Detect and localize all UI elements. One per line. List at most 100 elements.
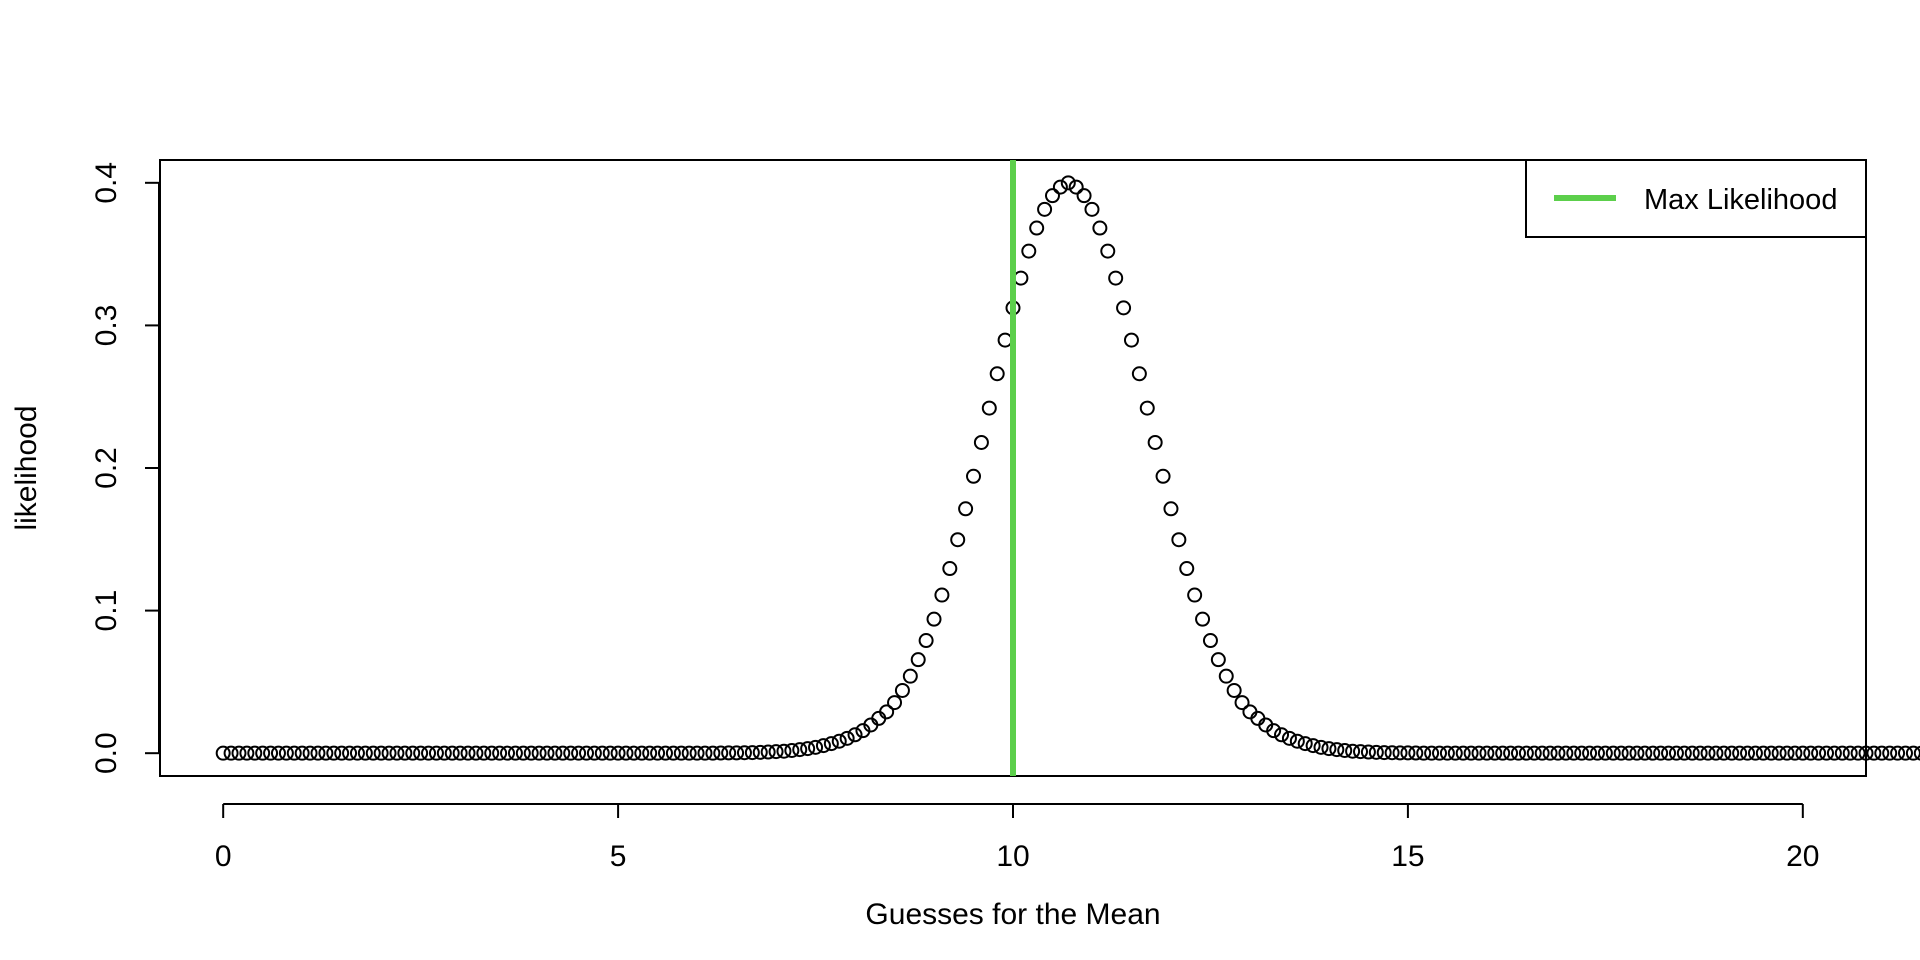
data-point	[1234, 695, 1250, 711]
data-point	[847, 727, 863, 743]
legend: Max Likelihood	[1525, 159, 1867, 238]
data-point	[318, 745, 334, 761]
data-point	[1108, 270, 1124, 286]
data-point	[610, 745, 626, 761]
data-point	[1747, 745, 1763, 761]
data-point	[634, 745, 650, 761]
data-point	[1202, 633, 1218, 649]
data-point	[1131, 366, 1147, 382]
data-point	[1463, 745, 1479, 761]
data-point	[357, 745, 373, 761]
data-point	[1637, 745, 1653, 761]
data-point	[1629, 745, 1645, 761]
x-tick-label: 10	[996, 840, 1029, 873]
data-point	[776, 743, 792, 759]
data-points	[215, 175, 1920, 761]
data-point	[1866, 745, 1882, 761]
data-point	[1897, 745, 1913, 761]
data-point	[1882, 745, 1898, 761]
data-point	[966, 468, 982, 484]
data-point	[831, 733, 847, 749]
data-point	[823, 736, 839, 752]
data-point	[752, 744, 768, 760]
data-point	[1684, 745, 1700, 761]
data-point	[326, 745, 342, 761]
data-point	[278, 745, 294, 761]
y-tick-label: 0.0	[90, 732, 123, 774]
data-point	[1740, 745, 1756, 761]
data-point	[500, 745, 516, 761]
data-point	[1787, 745, 1803, 761]
data-point	[950, 532, 966, 548]
data-point	[389, 745, 405, 761]
y-axis-label: likelihood	[10, 405, 43, 530]
x-axis: 0 5 10 15 20	[215, 803, 1820, 873]
data-point	[697, 745, 713, 761]
data-point	[642, 745, 658, 761]
data-point	[1297, 736, 1313, 752]
data-point	[294, 745, 310, 761]
data-point	[689, 745, 705, 761]
data-point	[1763, 745, 1779, 761]
data-point	[547, 745, 563, 761]
data-point	[729, 745, 745, 761]
data-point	[1187, 587, 1203, 603]
data-point	[1100, 243, 1116, 259]
data-point	[563, 745, 579, 761]
data-point	[650, 745, 666, 761]
data-point	[1779, 745, 1795, 761]
x-tick-label: 20	[1786, 840, 1819, 873]
data-point	[1068, 179, 1084, 195]
data-point	[958, 501, 974, 517]
data-point	[373, 745, 389, 761]
data-point	[1353, 744, 1369, 760]
y-tick-label: 0.4	[90, 162, 123, 204]
data-point	[1716, 745, 1732, 761]
data-point	[571, 745, 587, 761]
data-point	[1313, 739, 1329, 755]
data-point	[1661, 745, 1677, 761]
data-point	[1345, 743, 1361, 759]
data-point	[263, 745, 279, 761]
data-point	[1163, 501, 1179, 517]
data-point	[1574, 745, 1590, 761]
data-point	[1084, 201, 1100, 217]
data-point	[1155, 468, 1171, 484]
data-point	[1139, 400, 1155, 416]
data-point	[460, 745, 476, 761]
data-point	[1171, 532, 1187, 548]
data-point	[1803, 745, 1819, 761]
y-tick-label: 0.1	[90, 590, 123, 632]
data-point	[808, 739, 824, 755]
data-point	[539, 745, 555, 761]
data-point	[665, 745, 681, 761]
data-point	[1534, 745, 1550, 761]
data-point	[507, 745, 523, 761]
data-point	[1123, 332, 1139, 348]
x-tick-label: 5	[610, 840, 627, 873]
data-point	[1368, 744, 1384, 760]
data-point	[681, 745, 697, 761]
data-point	[1195, 611, 1211, 627]
data-point	[334, 745, 350, 761]
data-point	[879, 704, 895, 720]
data-point	[1432, 745, 1447, 761]
data-point	[784, 742, 800, 758]
data-point	[1052, 179, 1068, 195]
data-point	[594, 745, 610, 761]
data-point	[1826, 745, 1842, 761]
data-point	[1771, 745, 1787, 761]
data-point	[1795, 745, 1811, 761]
data-point	[1408, 745, 1424, 761]
data-point	[1400, 745, 1416, 761]
data-point	[618, 745, 634, 761]
data-point	[918, 633, 934, 649]
data-point	[1274, 727, 1290, 743]
data-point	[1653, 745, 1669, 761]
data-point	[973, 434, 989, 450]
data-point	[910, 652, 926, 668]
data-point	[1384, 745, 1400, 761]
data-point	[713, 745, 729, 761]
data-point	[1597, 745, 1613, 761]
data-point	[1495, 745, 1511, 761]
